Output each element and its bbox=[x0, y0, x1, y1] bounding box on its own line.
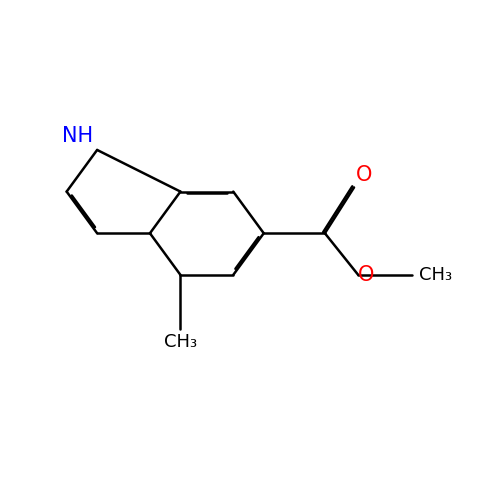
Text: NH: NH bbox=[62, 126, 93, 146]
Text: O: O bbox=[358, 265, 375, 285]
Text: CH₃: CH₃ bbox=[419, 266, 452, 284]
Text: CH₃: CH₃ bbox=[164, 333, 197, 351]
Text: O: O bbox=[356, 165, 373, 185]
